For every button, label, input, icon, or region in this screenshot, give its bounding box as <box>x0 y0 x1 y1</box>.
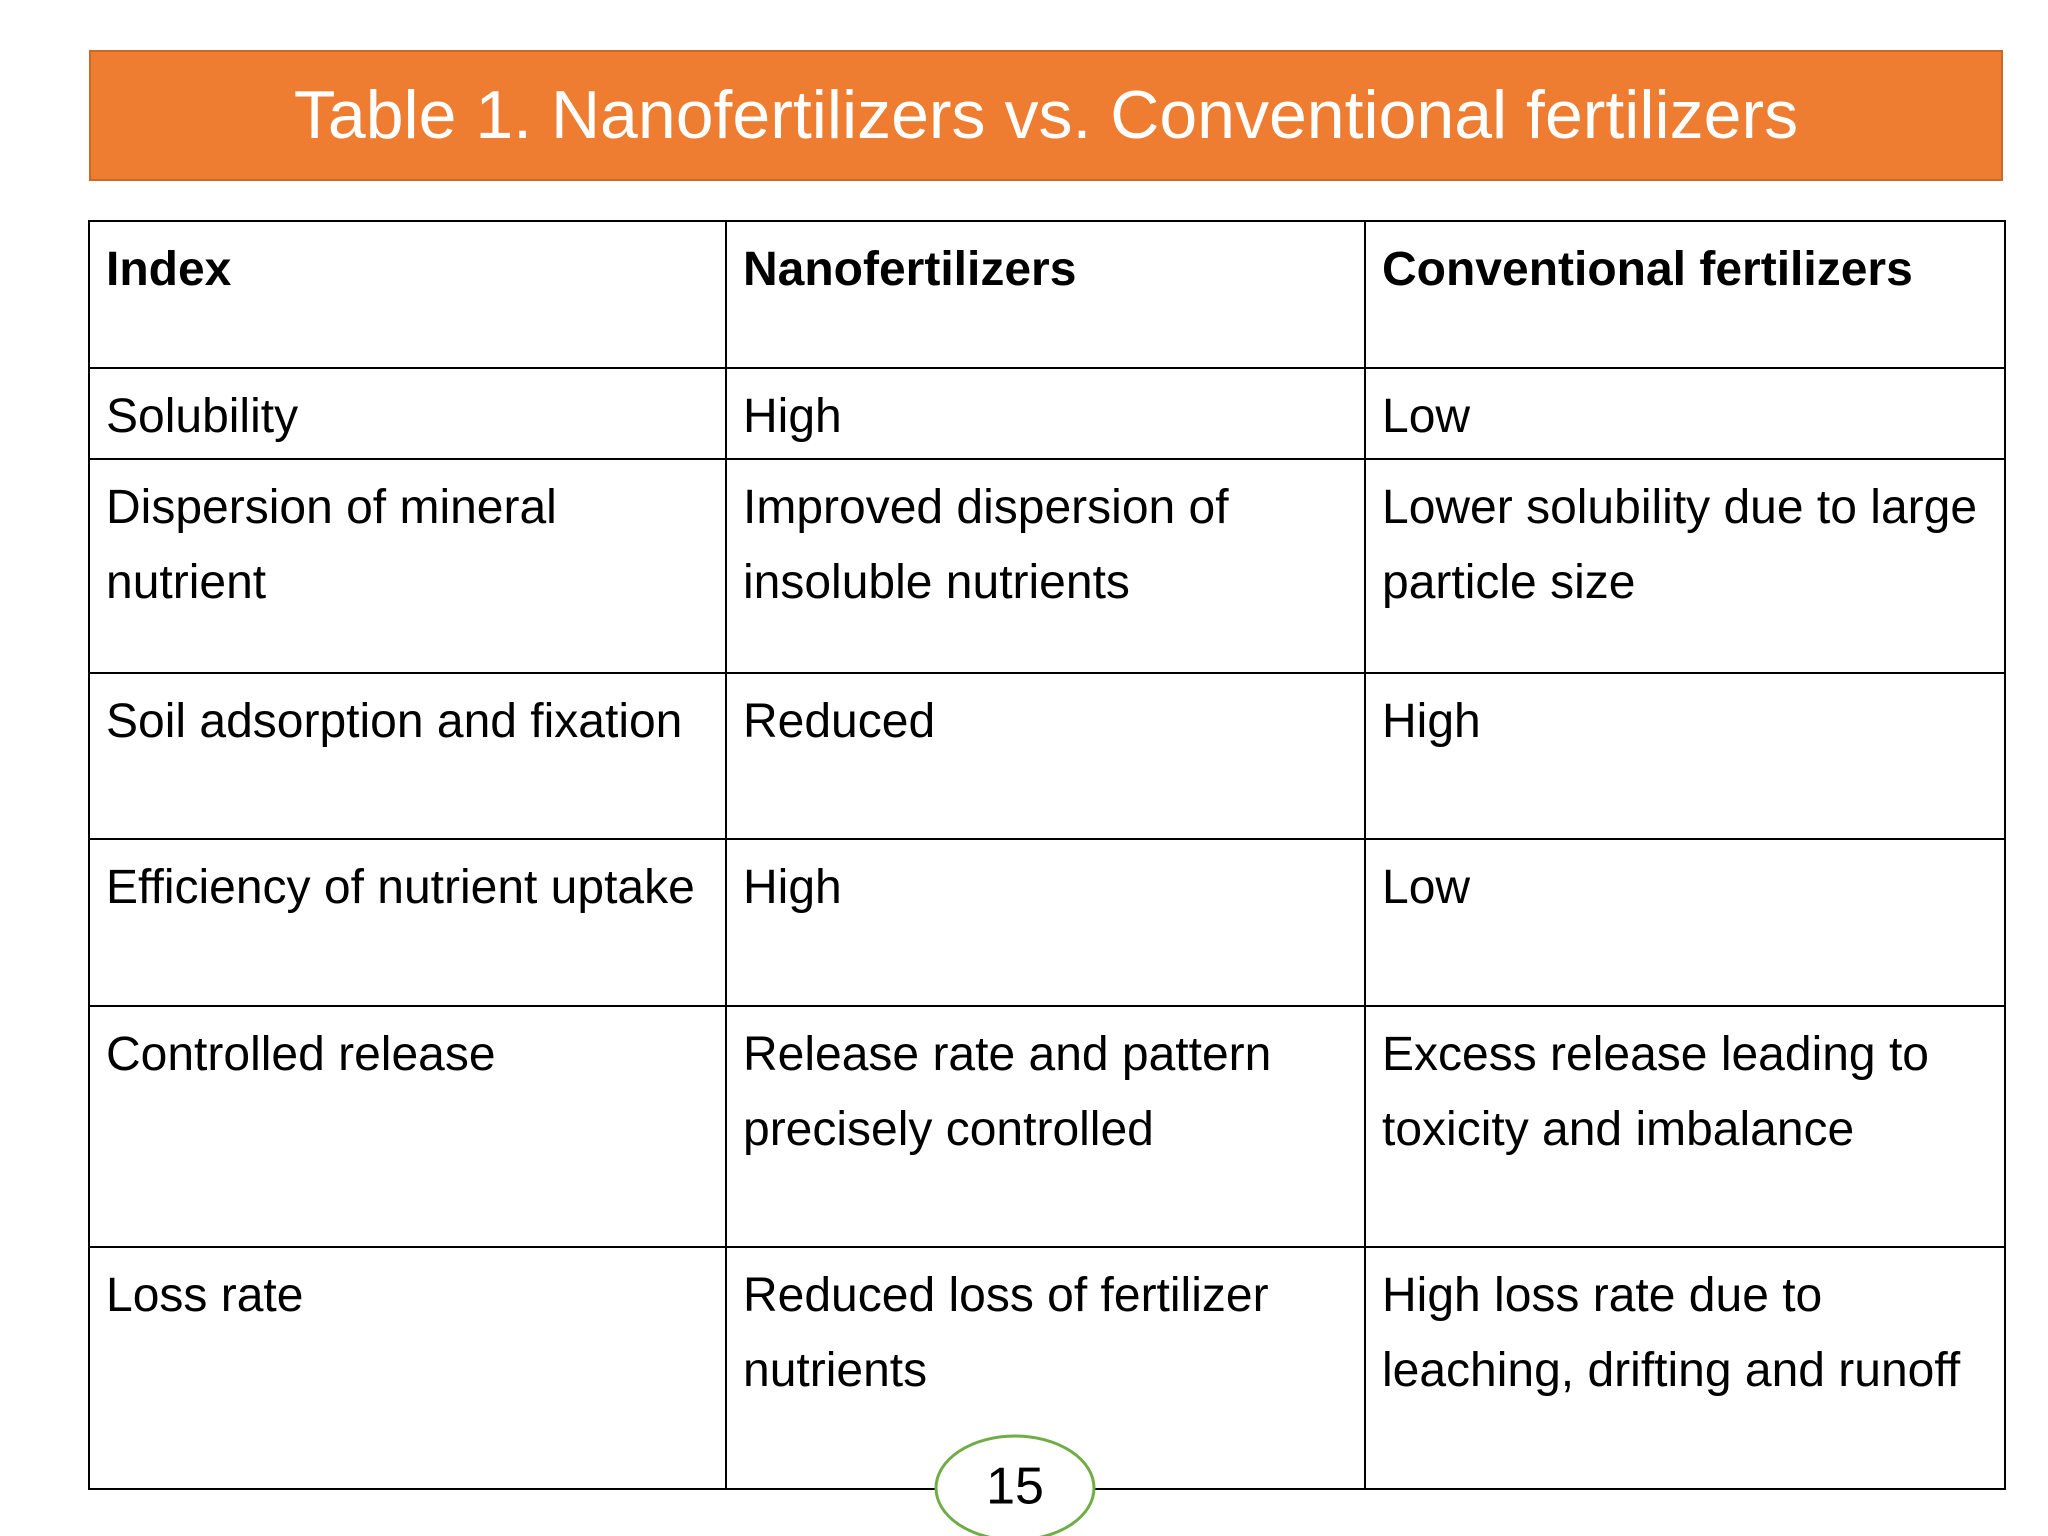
table-row: Controlled release Release rate and patte… <box>88 1005 2006 1248</box>
table-cell: Lower solubility due to large particle s… <box>1364 458 2006 674</box>
table-cell: Soil adsorption and fixation <box>88 672 727 840</box>
table-row: Index Nanofertilizers Conventional fertili… <box>88 220 2006 369</box>
table-cell: Release rate and pattern precisely contr… <box>725 1005 1366 1248</box>
comparison-table: Index Nanofertilizers Conventional fertili… <box>88 220 2006 1490</box>
table-cell: High <box>725 838 1366 1007</box>
table-cell: Solubility <box>88 367 727 460</box>
table-row: Efficiency of nutrient uptake High Low <box>88 838 2006 1007</box>
table-cell: Low <box>1364 838 2006 1007</box>
table-cell: Excess release leading to toxicity and i… <box>1364 1005 2006 1248</box>
table-cell: High loss rate due to leaching, drifting… <box>1364 1246 2006 1490</box>
table-row: Solubility High Low <box>88 367 2006 460</box>
table-cell: Loss rate <box>88 1246 727 1490</box>
header-cell: Nanofertilizers <box>725 220 1366 369</box>
table-row: Dispersion of mineral nutrient Improved d… <box>88 458 2006 674</box>
table-cell: Dispersion of mineral nutrient <box>88 458 727 674</box>
table-row: Loss rate Reduced loss of fertilizer nutr… <box>88 1246 2006 1490</box>
table-cell: Improved dispersion of insoluble nutrien… <box>725 458 1366 674</box>
table-cell: Efficiency of nutrient uptake <box>88 838 727 1007</box>
header-cell: Index <box>88 220 727 369</box>
title-bar: Table 1. Nanofertilizers vs. Conventiona… <box>89 50 2003 181</box>
header-cell: Conventional fertilizers <box>1364 220 2006 369</box>
table-cell: Reduced <box>725 672 1366 840</box>
table-cell: High <box>1364 672 2006 840</box>
table-cell: Reduced loss of fertilizer nutrients <box>725 1246 1366 1490</box>
table-cell: Controlled release <box>88 1005 727 1248</box>
table-cell: Low <box>1364 367 2006 460</box>
table-cell: High <box>725 367 1366 460</box>
table-row: Soil adsorption and fixation Reduced High <box>88 672 2006 840</box>
